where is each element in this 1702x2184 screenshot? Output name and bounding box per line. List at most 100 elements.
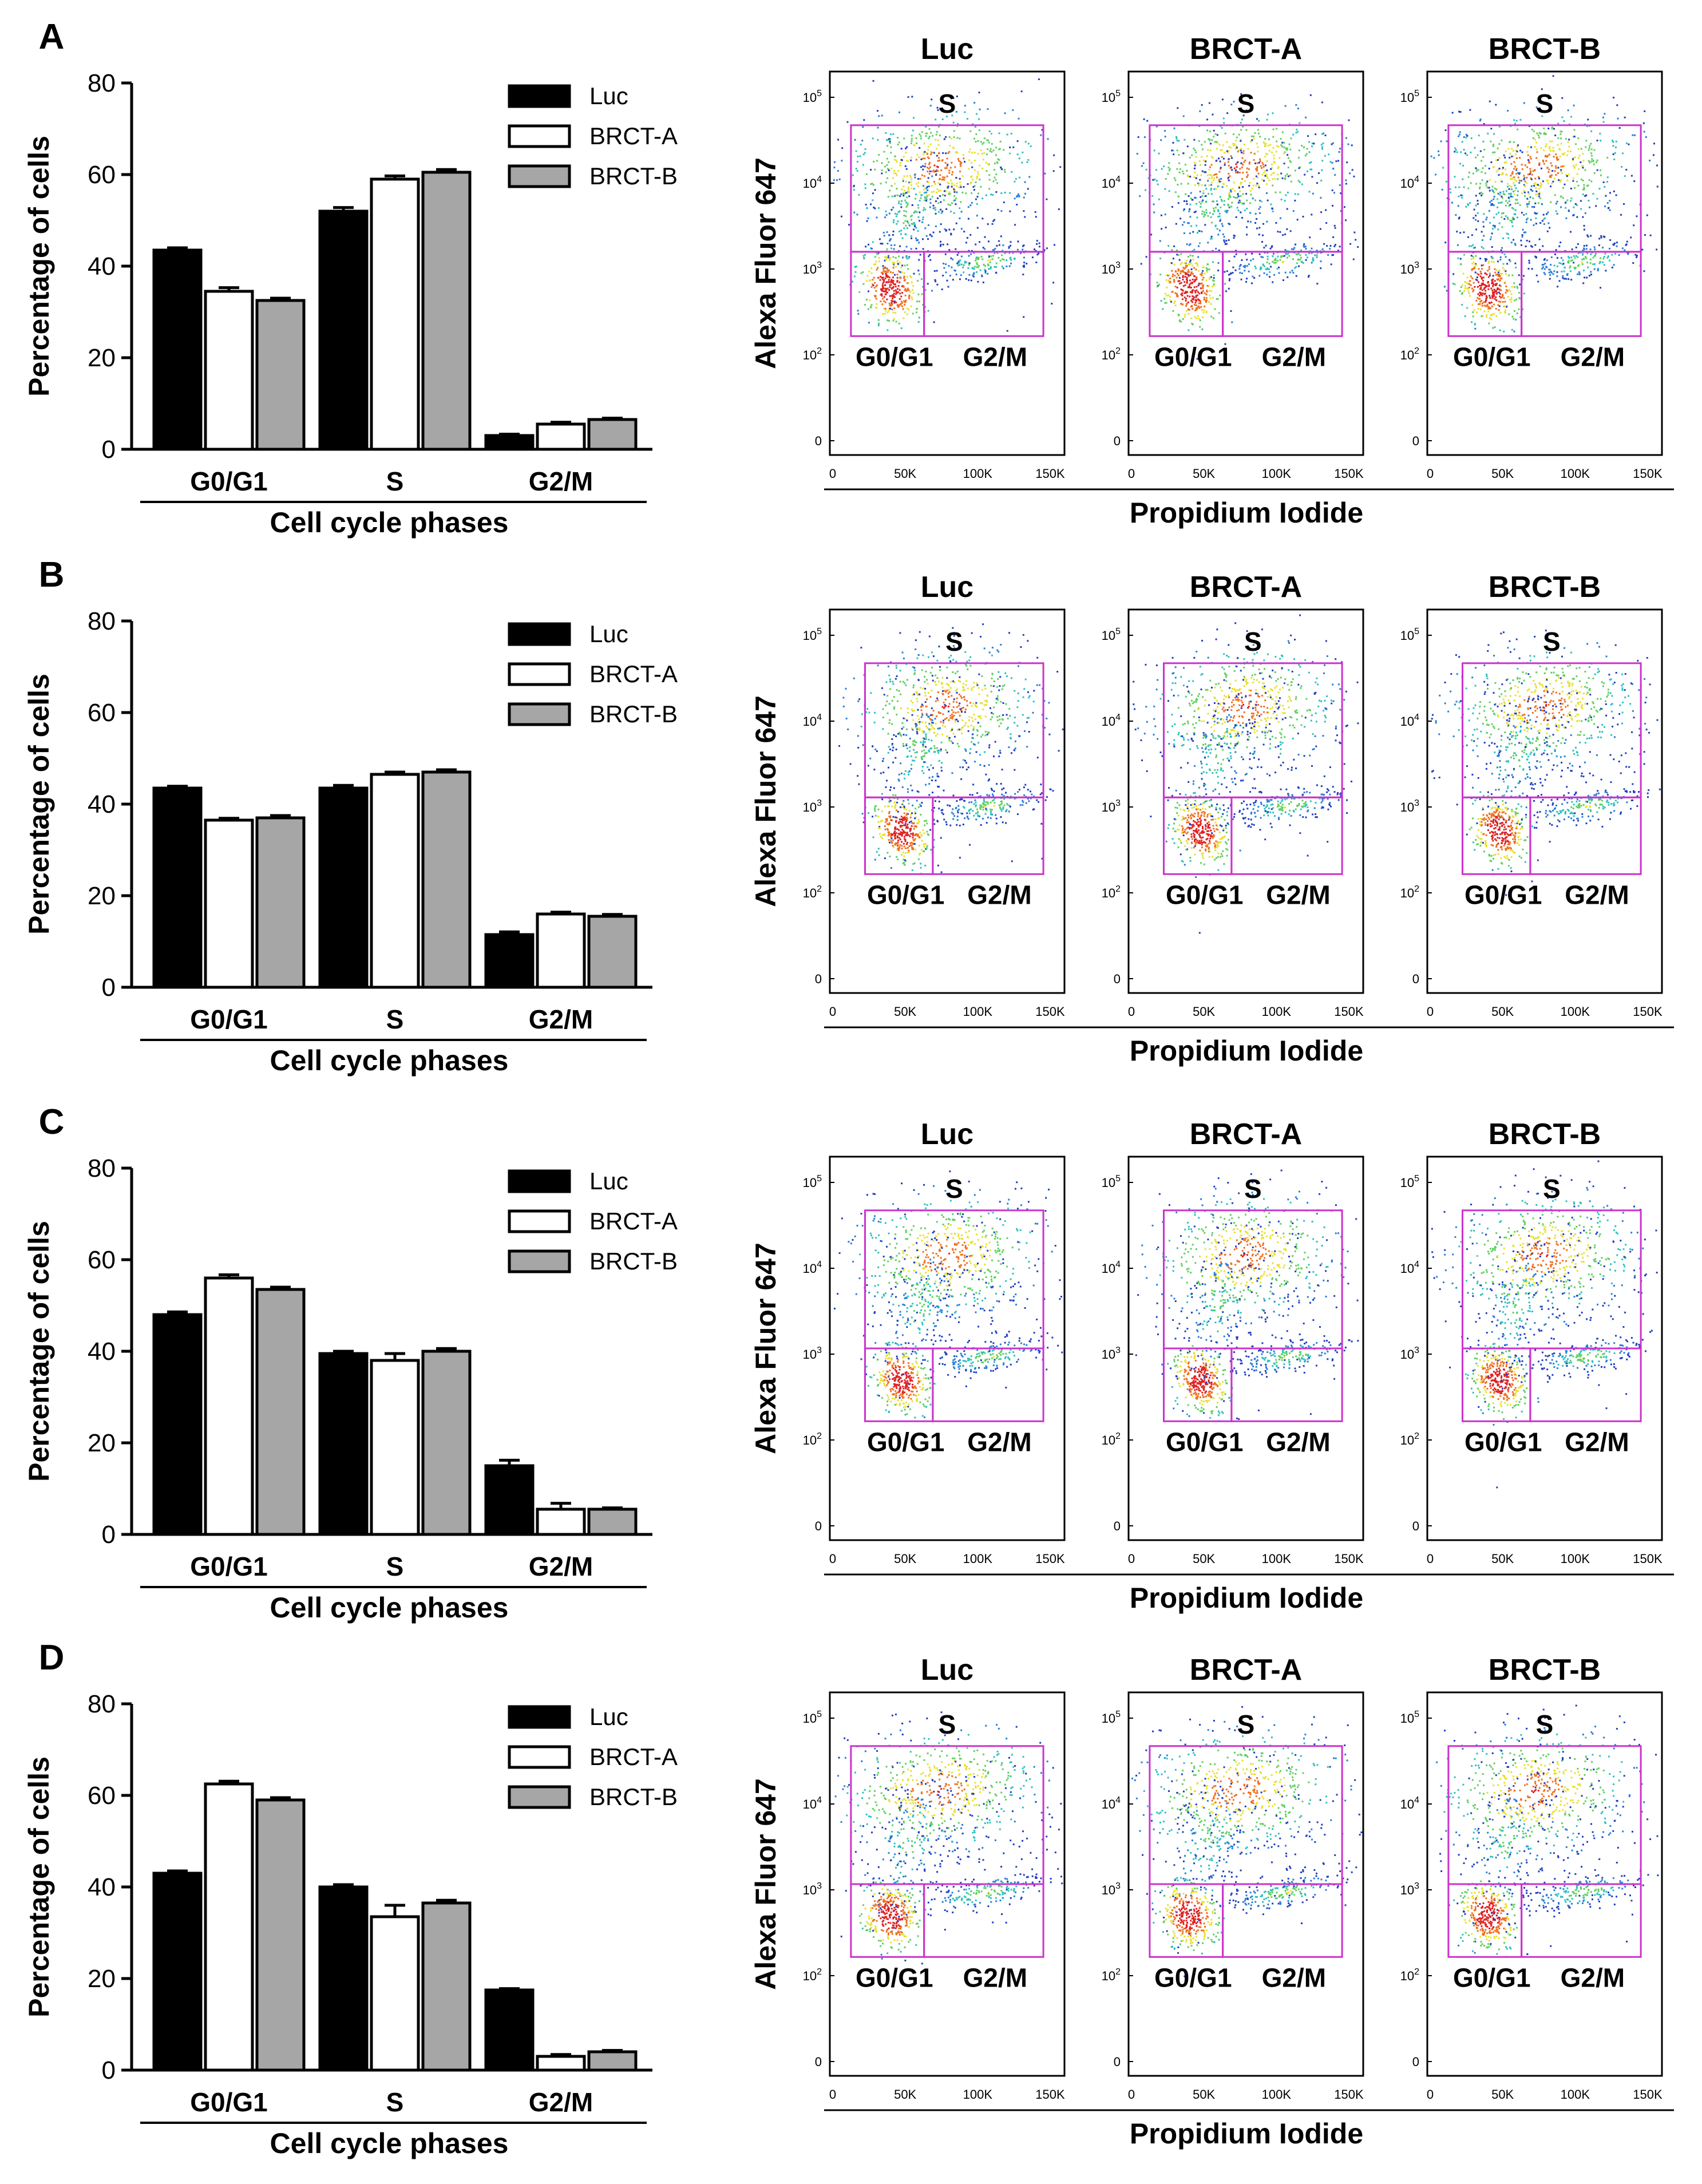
gate-label-s: S [1536, 89, 1554, 118]
flow-y-tick: 103 [803, 1881, 822, 1897]
flow-x-tick: 50K [894, 466, 916, 481]
flow-x-tick: 0 [1427, 466, 1434, 481]
flow-x-tick: 100K [963, 466, 993, 481]
gate-g2m [932, 796, 1044, 875]
legend-label: BRCT-A [589, 660, 678, 687]
flow-y-tick: 0 [1114, 434, 1121, 448]
flow-y-tick: 103 [1400, 1881, 1419, 1897]
flow-y-tick: 104 [803, 175, 822, 191]
flow-x-axis-label: Propidium Iodide [1130, 1035, 1363, 1067]
bar-BRCT-A-S [370, 773, 420, 989]
flow-x-tick: 150K [1334, 1004, 1364, 1019]
flow-frame [1426, 1156, 1663, 1541]
flow-frame [1127, 1156, 1364, 1541]
flow-plot-Luc: Luc 105 104 103 102 0 0 50K 100K 150K S G0/G1 G2/M [803, 571, 1066, 1019]
gate-label-g2m: G2/M [967, 880, 1031, 909]
y-tick-label: 80 [88, 69, 116, 97]
flow-y-tick: 0 [815, 972, 822, 986]
bar-BRCT-A-G0/G1 [204, 1276, 254, 1536]
x-category-label: S [386, 1552, 404, 1581]
gate-label-g2m: G2/M [1565, 880, 1629, 909]
flow-x-tick: 100K [1262, 2087, 1292, 2102]
flow-x-tick: 50K [1193, 2087, 1215, 2102]
legend-swatch-BRCT-B [508, 702, 571, 726]
gate-label-g0g1: G0/G1 [867, 880, 945, 909]
x-category-label: G2/M [529, 1004, 593, 1034]
gate-s [1149, 1745, 1343, 1885]
flow-frame [1127, 70, 1364, 456]
legend-label: BRCT-A [589, 122, 678, 149]
flow-x-tick: 0 [829, 466, 836, 481]
gate-label-s: S [1237, 1710, 1255, 1739]
flow-y-tick: 103 [803, 260, 822, 276]
flow-plot-BRCT-B: BRCT-B 105 104 103 102 0 0 50K 100K 150K S G0/G1 G2/… [1400, 33, 1663, 481]
bar-Luc-G2/M [484, 1464, 535, 1536]
flow-dots [838, 623, 1064, 875]
gate-label-g0g1: G0/G1 [856, 342, 933, 371]
x-category-label: S [386, 1004, 404, 1034]
flow-y-tick: 0 [1114, 1519, 1121, 1533]
legend-label: Luc [589, 620, 628, 647]
flow-y-tick: 0 [1412, 2055, 1419, 2069]
flow-y-tick: 102 [803, 1967, 822, 1983]
flow-x-tick: 100K [1561, 466, 1590, 481]
flow-x-tick: 50K [1193, 1552, 1215, 1566]
gate-label-s: S [945, 1174, 963, 1204]
flow-x-tick: 100K [1262, 1004, 1292, 1019]
flow-title: BRCT-A [1190, 1118, 1302, 1151]
y-axis-label: Percentage of cells [23, 1221, 55, 1482]
flow-y-tick: 103 [803, 798, 822, 814]
gate-label-g2m: G2/M [1262, 1963, 1326, 1992]
y-tick-label: 60 [88, 1246, 116, 1274]
gate-g2m [1222, 1883, 1343, 1958]
flow-title: BRCT-B [1489, 33, 1601, 66]
bar-chart: 0 20 40 60 80 Percentage of cells G0/G1 S G2/M Ce… [23, 607, 678, 1077]
gate-label-s: S [1244, 1174, 1262, 1204]
y-tick-label: 0 [102, 436, 116, 464]
bar-BRCT-A-S [370, 177, 420, 451]
flow-plot-BRCT-B: BRCT-B 105 104 103 102 0 0 50K 100K 150K S G0/G1 G2/… [1400, 1118, 1663, 1566]
flow-frame [829, 70, 1066, 456]
flow-x-tick: 150K [1035, 466, 1065, 481]
flow-frame [829, 608, 1066, 994]
flow-x-tick: 150K [1633, 2087, 1663, 2102]
legend-label: BRCT-A [589, 1208, 678, 1235]
gate-s [850, 1745, 1044, 1885]
flow-y-tick: 0 [1114, 2055, 1121, 2069]
bar-BRCT-A-G0/G1 [204, 1782, 254, 2072]
bar-Luc-G0/G1 [152, 248, 203, 451]
flow-plot-BRCT-A: BRCT-A 105 104 103 102 0 0 50K 100K 150K S G0/G1 G2/… [1102, 1653, 1364, 2102]
legend: Luc BRCT-A BRCT-B [508, 1168, 678, 1275]
flow-frame [829, 1691, 1066, 2077]
panel-letter: A [39, 17, 65, 57]
legend-swatch-BRCT-A [508, 662, 571, 686]
y-tick-label: 60 [88, 1782, 116, 1810]
flow-plot-BRCT-B: BRCT-B 105 104 103 102 0 0 50K 100K 150K S G0/G1 G2/… [1400, 571, 1663, 1019]
gate-label-g0g1: G0/G1 [1166, 1427, 1244, 1457]
y-tick-label: 40 [88, 790, 116, 818]
flow-x-tick: 150K [1334, 466, 1364, 481]
flow-y-tick: 103 [1102, 798, 1121, 814]
flow-frame [829, 1156, 1066, 1541]
legend-swatch-BRCT-B [508, 164, 571, 188]
flow-y-tick: 102 [1400, 346, 1419, 362]
y-axis-label: Percentage of cells [23, 136, 55, 397]
bar-Luc-G0/G1 [152, 1313, 203, 1536]
flow-title: Luc [921, 571, 973, 604]
flow-y-tick: 104 [1400, 1795, 1419, 1811]
flow-y-tick: 105 [1400, 1174, 1419, 1190]
flow-x-tick: 100K [963, 2087, 993, 2102]
legend: Luc BRCT-A BRCT-B [508, 82, 678, 189]
flow-x-axis-label: Propidium Iodide [1130, 2118, 1363, 2150]
x-category-label: G2/M [529, 2087, 593, 2117]
legend-swatch-BRCT-A [508, 1209, 571, 1233]
flow-y-tick: 104 [1102, 175, 1121, 191]
flow-dots [833, 1170, 1063, 1419]
flow-title: BRCT-A [1190, 1653, 1302, 1687]
legend-swatch-BRCT-B [508, 1785, 571, 1809]
gate-label-g0g1: G0/G1 [1166, 880, 1244, 909]
flow-y-tick: 102 [1102, 1967, 1121, 1983]
